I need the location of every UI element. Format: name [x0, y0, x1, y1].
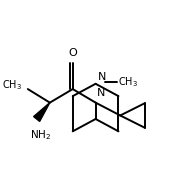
- Text: CH$_3$: CH$_3$: [2, 79, 22, 93]
- Text: N: N: [98, 72, 107, 82]
- Text: O: O: [68, 48, 77, 58]
- Text: CH$_3$: CH$_3$: [118, 75, 138, 89]
- Text: NH$_2$: NH$_2$: [30, 128, 51, 142]
- Polygon shape: [34, 103, 50, 121]
- Text: N: N: [97, 88, 106, 98]
